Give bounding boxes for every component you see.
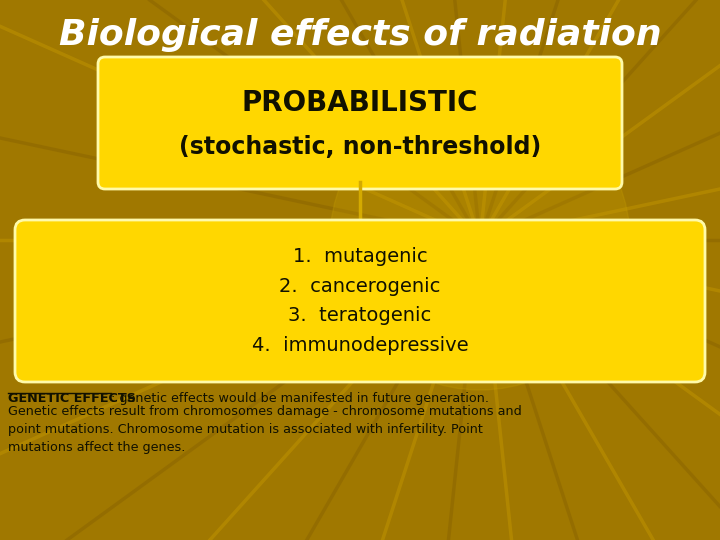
Text: PROBABILISTIC: PROBABILISTIC: [242, 89, 478, 117]
Text: 1.  mutagenic
2.  cancerogenic
3.  teratogenic
4.  immunodepressive: 1. mutagenic 2. cancerogenic 3. teratoge…: [252, 247, 468, 355]
Text: GENETIC EFFECTS: GENETIC EFFECTS: [8, 392, 136, 405]
Text: : genetic effects would be manifested in future generation.: : genetic effects would be manifested in…: [111, 392, 489, 405]
Ellipse shape: [330, 90, 630, 390]
FancyBboxPatch shape: [15, 220, 705, 382]
Text: (stochastic, non-threshold): (stochastic, non-threshold): [179, 134, 541, 159]
Text: Genetic effects result from chromosomes damage - chromosome mutations and
point : Genetic effects result from chromosomes …: [8, 406, 522, 454]
FancyBboxPatch shape: [98, 57, 622, 189]
Text: Biological effects of radiation: Biological effects of radiation: [59, 18, 661, 52]
